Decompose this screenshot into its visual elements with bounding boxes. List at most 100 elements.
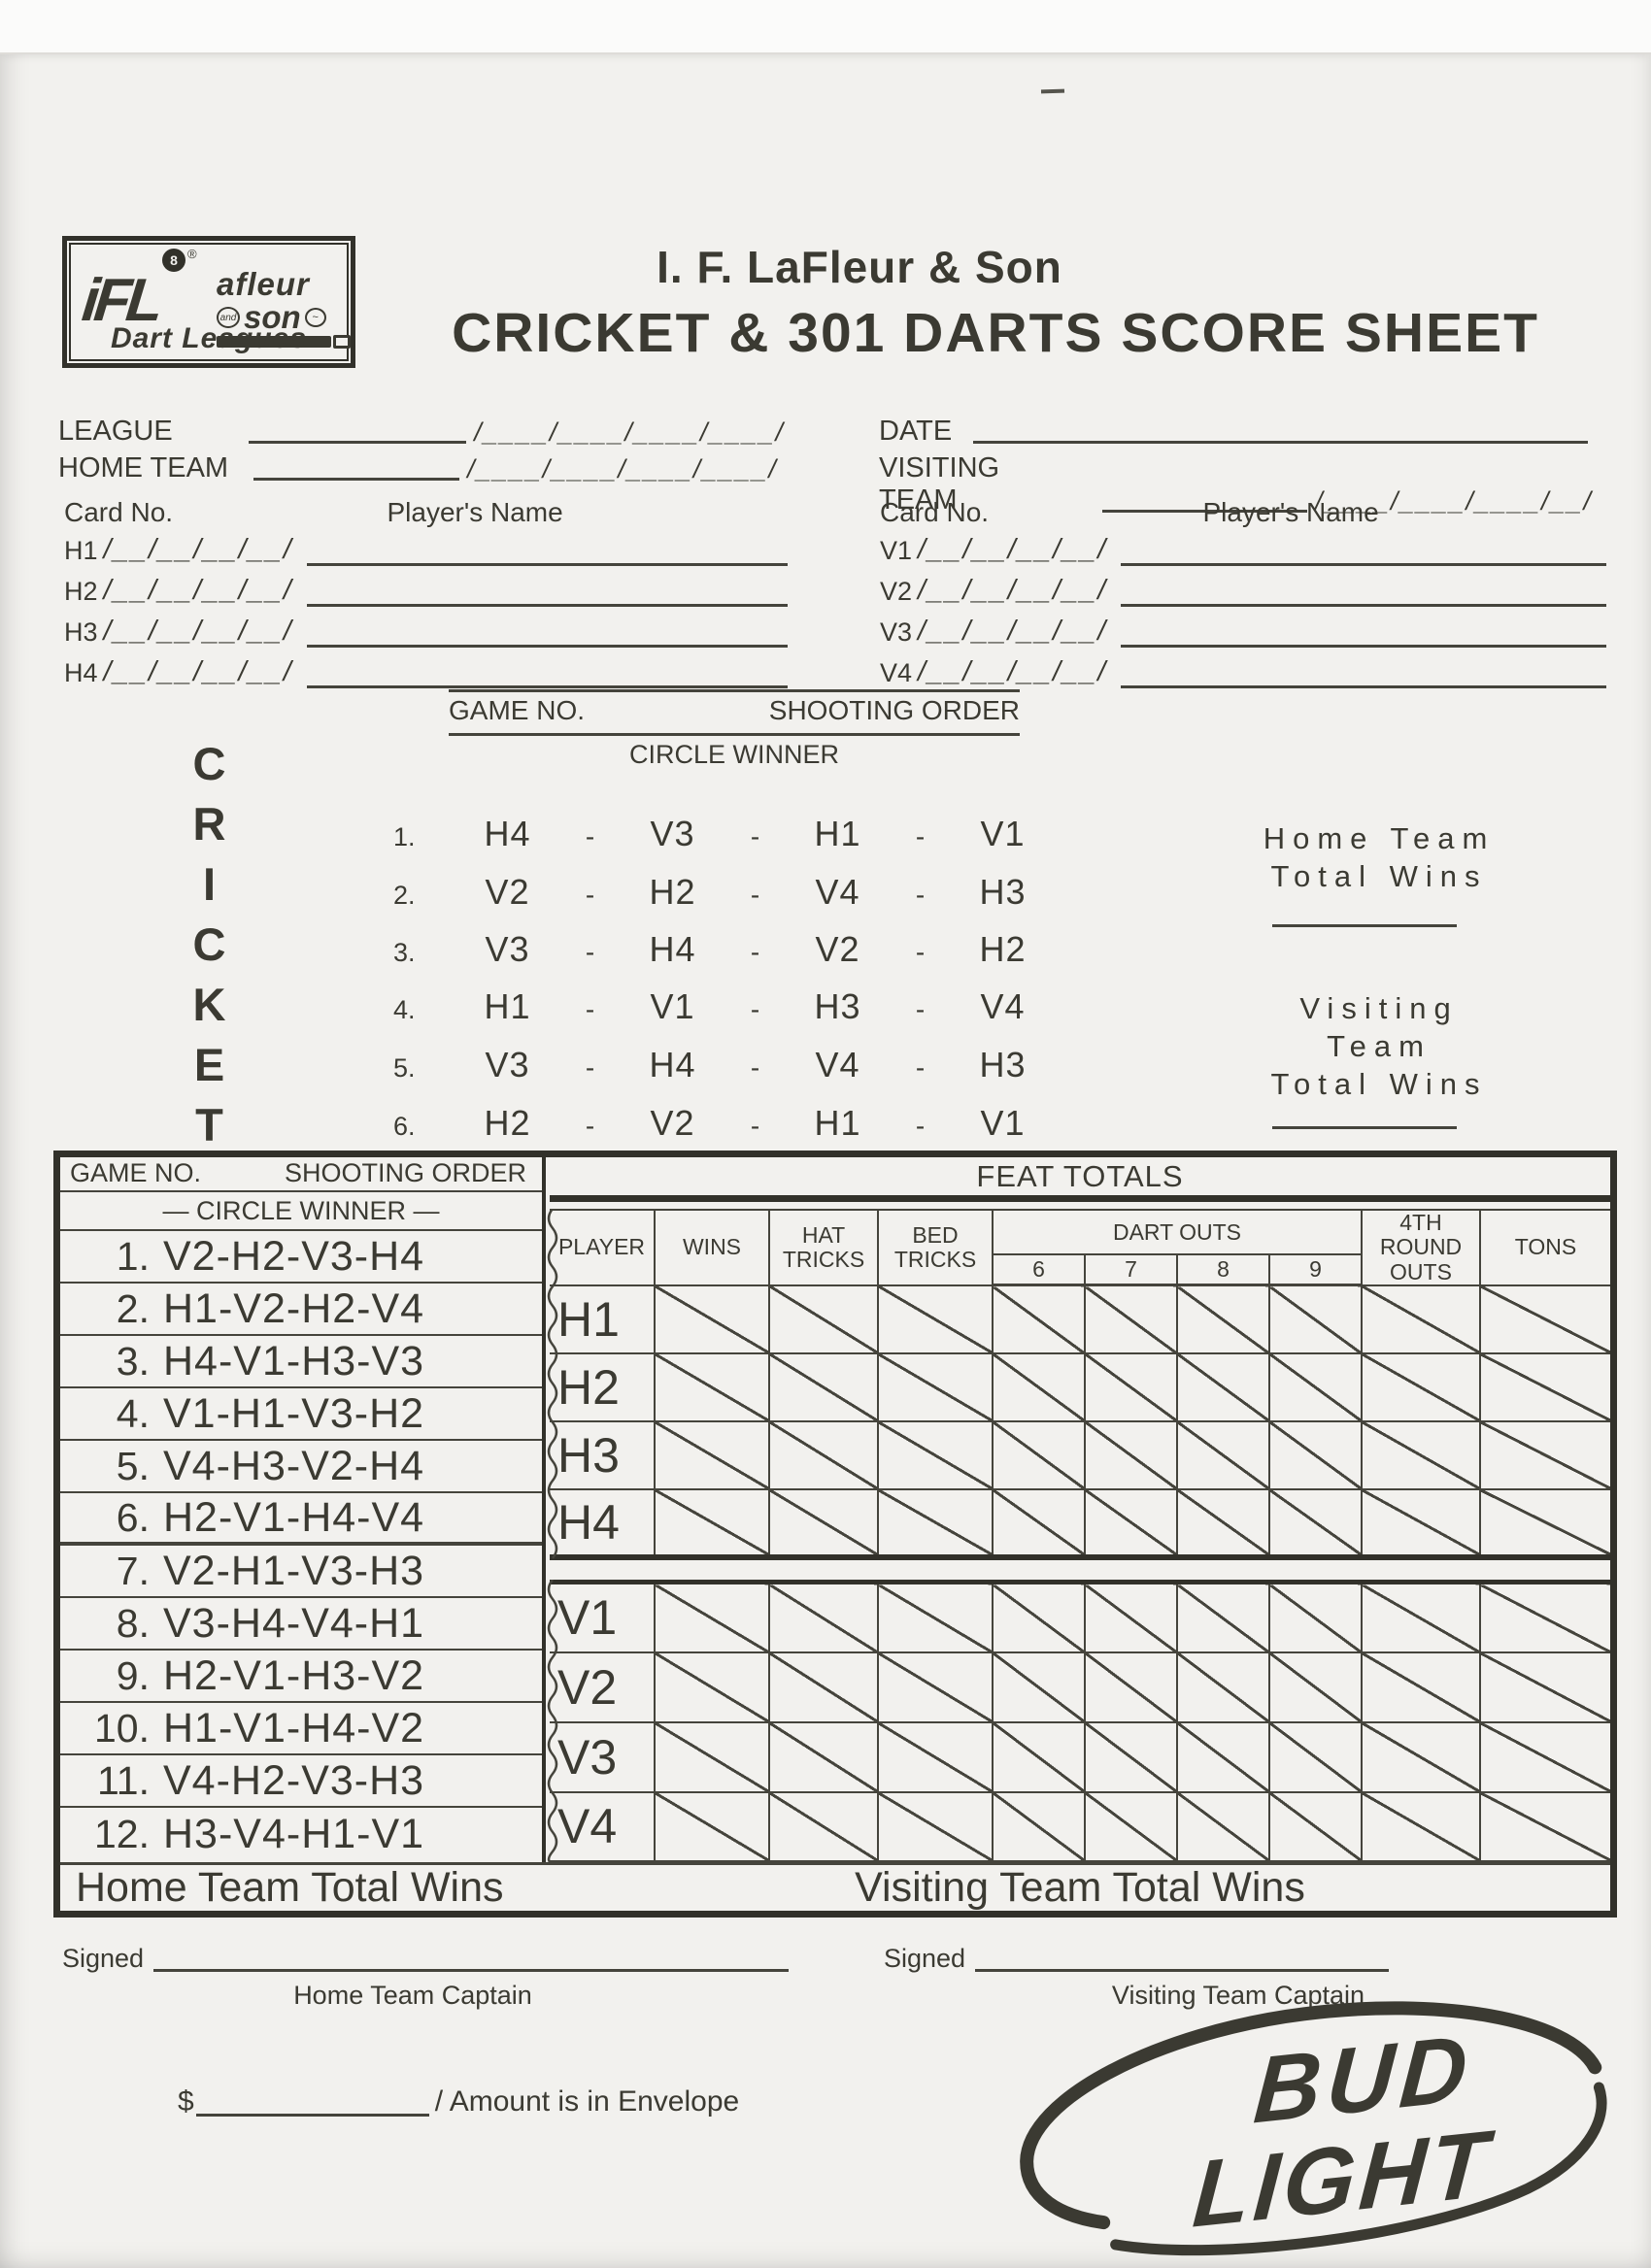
- cell: [877, 1651, 994, 1723]
- league-row: LEAGUE /____/____/____/____/: [58, 416, 785, 448]
- cell: [1268, 1580, 1363, 1653]
- cricket-row-4-p4: V4: [980, 986, 1026, 1026]
- game-11-num: 11.: [97, 1757, 150, 1803]
- cricket-row-6-p1: H2: [484, 1103, 531, 1143]
- cell: [1361, 1284, 1481, 1354]
- mid-shooting-order-label: SHOOTING ORDER: [768, 695, 1020, 725]
- card-row-v2: V2 /__/__/__/__/: [880, 575, 1606, 607]
- player-v4: V4: [550, 1790, 656, 1863]
- cell: [877, 1351, 994, 1422]
- cell: [1084, 1651, 1178, 1723]
- cell: [992, 1284, 1086, 1354]
- visiting-signed-label: Signed: [884, 1944, 966, 1973]
- feat-totals-title: FEAT TOTALS: [550, 1157, 1610, 1202]
- league-line: [248, 441, 467, 444]
- cricket-side-label: CRICKET: [184, 738, 235, 1159]
- cell: [877, 1487, 994, 1560]
- cricket-row-2-p4: H3: [979, 872, 1027, 912]
- date-label: DATE: [879, 416, 953, 447]
- cell: [877, 1790, 994, 1863]
- cricket-row-1-p1: H4: [484, 814, 531, 853]
- player-v1: V1: [550, 1580, 656, 1653]
- home-total-wins-label: Home Team Total Wins: [1263, 821, 1496, 893]
- bud-text: BUD: [1251, 2014, 1476, 2143]
- mid-circle-winner-label: CIRCLE WINNER: [628, 740, 839, 769]
- feat-row-h1: H1: [550, 1284, 1610, 1354]
- visiting-team-label: VISITING TEAM: [879, 452, 1000, 516]
- cell: [1479, 1720, 1610, 1793]
- game-10-num: 10.: [94, 1705, 150, 1751]
- player-h3: H3: [550, 1419, 656, 1490]
- bud-light-logo: BUD LIGHT: [1020, 2001, 1607, 2256]
- visiting-team-digits: /____/____/____/__/: [1315, 486, 1593, 516]
- game-2-num: 2.: [116, 1285, 150, 1331]
- logo-son-row: and son ~: [217, 299, 326, 336]
- cell: [992, 1720, 1086, 1793]
- home-team-row: HOME TEAM /____/____/____/____/: [58, 452, 785, 484]
- cell: [1479, 1651, 1610, 1723]
- cell: [1361, 1651, 1481, 1723]
- feat-row-h4: H4: [550, 1487, 1610, 1560]
- visiting-team-line: [1101, 510, 1308, 513]
- cell: [768, 1651, 879, 1723]
- cell: [1479, 1790, 1610, 1863]
- cell: [768, 1487, 879, 1560]
- cell: [1268, 1790, 1363, 1863]
- col-bed-tricks: BED TRICKS: [877, 1209, 994, 1286]
- cricket-row-2-p3: V4: [815, 872, 860, 912]
- player-v3: V3: [550, 1720, 656, 1793]
- registered-mark: ®: [187, 247, 197, 261]
- cell: [1084, 1351, 1178, 1422]
- cricket-row-5-p4: H3: [979, 1045, 1027, 1084]
- swoosh-top-icon: [1020, 2001, 1602, 2230]
- cricket-row-3-p2: H4: [649, 929, 696, 969]
- visiting-total-wins-line: [1272, 1126, 1457, 1129]
- card-label-h1: H1: [64, 536, 98, 565]
- col-wins: WINS: [654, 1209, 770, 1286]
- dash: -: [915, 880, 926, 910]
- cricket-row-2: 2. V2 - H2 - V4 - H3: [393, 872, 1049, 913]
- logo-afleur-text: afleur: [217, 266, 310, 302]
- dash: -: [750, 1052, 760, 1083]
- squiggle-circle-icon: ~: [304, 308, 326, 327]
- game-7-order: V2-H1-V3-H3: [163, 1547, 425, 1594]
- game-row-2: 2. H1-V2-H2-V4: [60, 1284, 542, 1336]
- dash: -: [585, 937, 595, 967]
- sheet-title: CRICKET & 301 DARTS SCORE SHEET: [452, 302, 1539, 364]
- cricket-row-3-p4: H2: [979, 929, 1027, 969]
- col-4th-round-outs: 4TH ROUND OUTS: [1361, 1209, 1481, 1286]
- cell: [768, 1419, 879, 1490]
- card-row-h2: H2 /__/__/__/__/: [64, 575, 788, 607]
- cell: [654, 1580, 770, 1653]
- games-list-header: GAME NO. SHOOTING ORDER: [60, 1157, 542, 1192]
- cell: [1268, 1284, 1363, 1354]
- cricket-row-4-p3: H3: [814, 986, 861, 1026]
- dash: -: [915, 821, 926, 851]
- game-6-num: 6.: [116, 1494, 150, 1540]
- dash: -: [750, 821, 760, 851]
- card-digits-h4: /__/__/__/__/: [103, 656, 293, 687]
- dash: -: [915, 937, 926, 967]
- cricket-row-5-p1: V3: [485, 1045, 530, 1084]
- card-digits-h1: /__/__/__/__/: [103, 534, 293, 565]
- game-5-order: V4-H3-V2-H4: [163, 1442, 425, 1489]
- game-row-8: 8. V3-H4-V4-H1: [60, 1598, 542, 1651]
- card-digits-v1: /__/__/__/__/: [918, 534, 1108, 565]
- mid-game-no-label: GAME NO.: [449, 695, 586, 725]
- game-row-12: 12. H3-V4-H1-V1: [60, 1808, 542, 1860]
- games-game-no-label: GAME NO.: [70, 1158, 202, 1187]
- cricket-row-4-num: 4.: [393, 995, 416, 1024]
- game-9-order: H2-V1-H3-V2: [163, 1651, 425, 1699]
- col-dart-outs-7: 7: [1084, 1253, 1178, 1287]
- cell: [1479, 1487, 1610, 1560]
- cricket-row-6-p2: V2: [650, 1103, 695, 1143]
- game-4-order: V1-H1-V3-H2: [163, 1389, 425, 1437]
- cell: [1176, 1419, 1270, 1490]
- games-circle-winner-label: — CIRCLE WINNER —: [60, 1192, 542, 1231]
- score-grid: GAME NO. SHOOTING ORDER — CIRCLE WINNER …: [53, 1151, 1617, 1918]
- player-h1: H1: [550, 1284, 656, 1354]
- dash: -: [585, 880, 595, 910]
- card-label-v1: V1: [880, 536, 913, 565]
- visiting-team-total-wins: Visiting Team Total Wins: [855, 1864, 1305, 1911]
- players-name-label: Player's Name: [387, 497, 563, 527]
